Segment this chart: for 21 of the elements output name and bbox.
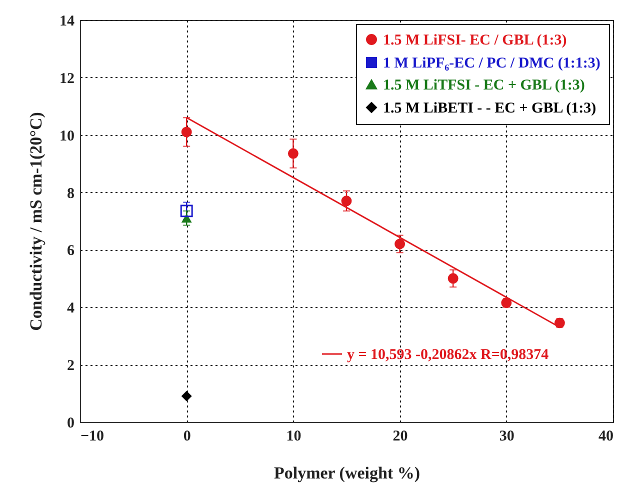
y-axis-title: Conductivity / mS cm-1(20°C): [26, 112, 46, 331]
x-tick-label: −10: [80, 428, 104, 444]
y-tick-label: 8: [67, 186, 74, 202]
legend-label: 1 M LiPF₆-EC / PC / DMC (1:1:3): [383, 56, 600, 72]
x-tick-label: 0: [183, 428, 191, 444]
legend-label: y = 10,593 -0,20862x R=0,98374: [347, 347, 550, 363]
x-tick-label: 10: [286, 428, 302, 444]
legend-label: 1.5 M LiBETI - - EC + GBL (1:3): [383, 100, 596, 116]
legend-label: 1.5 M LiFSI- EC / GBL (1:3): [383, 32, 567, 48]
y-tick-label: 2: [67, 358, 74, 374]
y-tick-label: 6: [67, 243, 75, 260]
x-tick-label: 20: [392, 428, 408, 444]
y-tick-label: 14: [60, 14, 75, 30]
y-tick-label: 10: [60, 128, 74, 144]
y-tick-label: 0: [67, 416, 74, 432]
legend-label: 1.5 M LiTFSI - EC + GBL (1:3): [383, 78, 585, 94]
y-tick-label: 12: [60, 70, 74, 87]
x-tick-label: 30: [499, 428, 514, 444]
y-tick-label: 4: [67, 300, 75, 317]
x-axis-title: Polymer (weight %): [274, 464, 420, 482]
x-tick-label: 40: [598, 428, 614, 444]
